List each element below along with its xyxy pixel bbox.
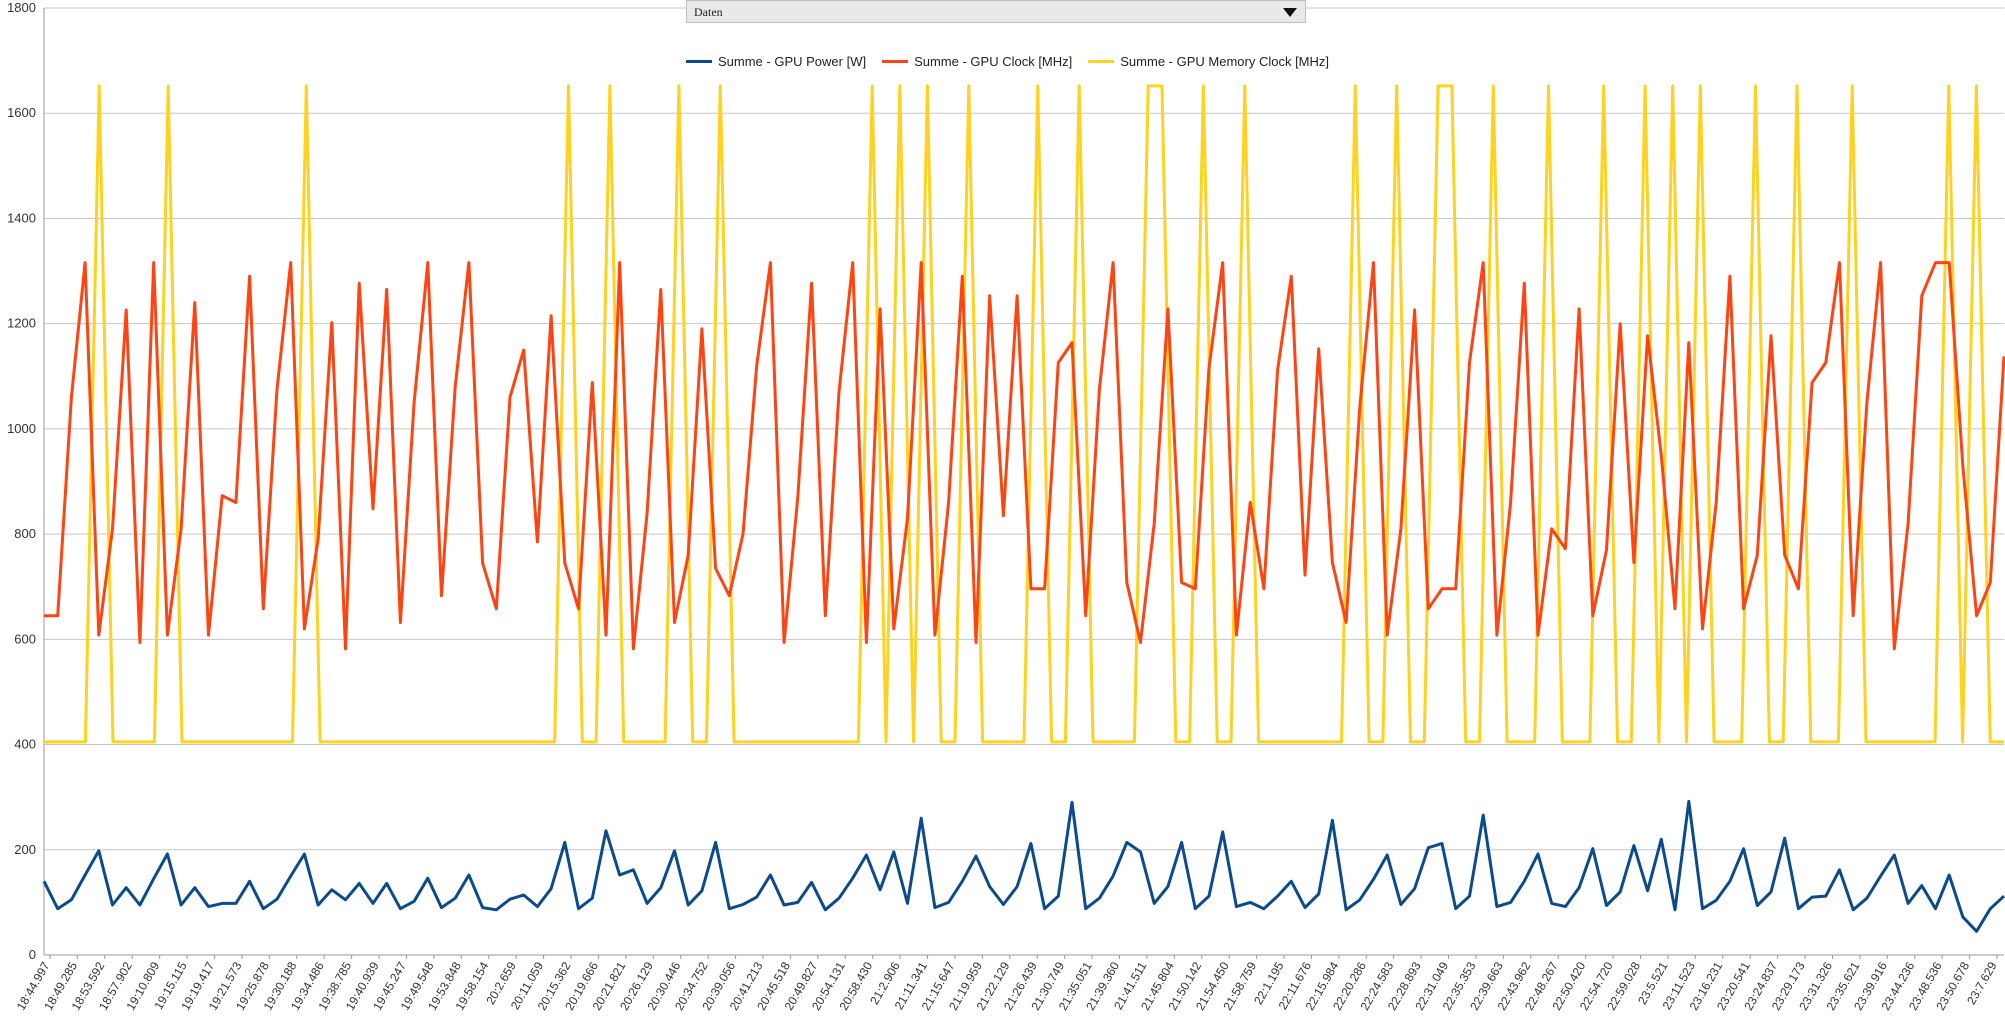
legend-label-memory: Summe - GPU Memory Clock [MHz]	[1120, 53, 1330, 69]
y-tick-label: 400	[14, 737, 36, 752]
legend-item-power: Summe - GPU Power [W]	[686, 54, 866, 69]
x-axis-labels: 18:44.99718:49.28518:53.59218:57.90219:1…	[14, 955, 2000, 1013]
legend-item-clock: Summe - GPU Clock [MHz]	[882, 54, 1072, 69]
series-line-power	[42, 799, 2005, 933]
chevron-down-icon[interactable]	[1283, 8, 1297, 17]
y-tick-label: 800	[14, 526, 36, 541]
series-lines	[42, 84, 2005, 933]
dropdown-label: Daten	[694, 5, 723, 19]
legend-label-clock: Summe - GPU Clock [MHz]	[914, 53, 1073, 69]
legend-swatch-memory	[1088, 59, 1115, 63]
legend-item-memory: Summe - GPU Memory Clock [MHz]	[1088, 54, 1329, 69]
y-tick-label: 1800	[7, 0, 36, 15]
y-tick-label: 1200	[7, 316, 36, 331]
y-tick-label: 1600	[7, 105, 36, 120]
y-axis-labels: 0 200 400 600 800 1000 1200 1400 1600 1800	[7, 0, 36, 962]
series-line-memory	[44, 84, 2004, 744]
y-tick-label: 600	[14, 631, 36, 646]
legend-swatch-clock	[882, 59, 909, 63]
legend-label-power: Summe - GPU Power [W]	[718, 53, 867, 69]
axes	[43, 8, 2004, 956]
y-tick-label: 200	[14, 842, 36, 857]
legend: Summe - GPU Power [W] Summe - GPU Clock …	[686, 51, 1345, 71]
y-tick-label: 1400	[7, 210, 36, 225]
data-field-dropdown[interactable]: Daten	[686, 0, 1306, 23]
y-tick-label: 1000	[7, 421, 36, 436]
series-line-clock	[44, 261, 2005, 651]
y-tick-label: 0	[29, 947, 36, 962]
legend-swatch-power	[686, 59, 712, 63]
